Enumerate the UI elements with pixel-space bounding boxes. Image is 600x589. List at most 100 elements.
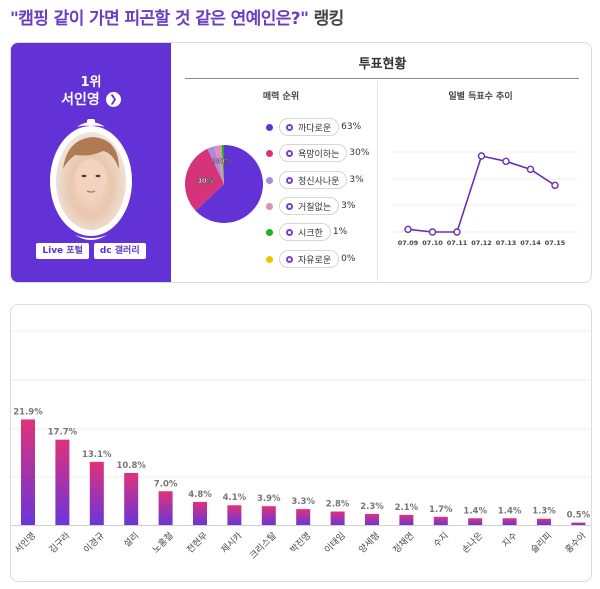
pie-slice[interactable] bbox=[221, 145, 224, 184]
charm-pie-chart: 30% 3 3 1% bbox=[185, 145, 263, 223]
x-axis-label: 07.10 bbox=[422, 239, 443, 247]
x-axis-label: 전현무 bbox=[185, 530, 210, 555]
winner-name-row[interactable]: 서인영 ❯ bbox=[11, 89, 171, 109]
legend-label: 거칠없는 bbox=[298, 202, 332, 213]
charm-ranking-title: 매력 순위 bbox=[262, 92, 300, 102]
daily-votes-line-chart: 07.09 07.10 07.11 07.12 07.13 07.14 07.15 bbox=[392, 151, 578, 247]
bar-value-label: 1.4% bbox=[463, 506, 487, 516]
bar[interactable] bbox=[468, 518, 483, 525]
x-axis-label: 이태임 bbox=[322, 530, 348, 556]
winner-rank: 1위 bbox=[80, 75, 102, 90]
x-axis-label: 슬리피 bbox=[529, 530, 554, 555]
winner-card: 1위 서인영 ❯ Live 포털 bbox=[11, 43, 171, 282]
line-data-point[interactable] bbox=[526, 165, 535, 174]
x-axis-label: 07.13 bbox=[496, 239, 517, 247]
bar[interactable] bbox=[433, 516, 448, 525]
legend-item[interactable]: 정신사나운 3% bbox=[266, 171, 364, 189]
legend-pill-button[interactable]: 자유로운 bbox=[279, 250, 340, 268]
x-axis-label: 손나은 bbox=[460, 530, 485, 555]
legend-item[interactable]: 거칠없는 3% bbox=[266, 197, 355, 215]
bar-value-label: 3.9% bbox=[257, 494, 281, 504]
bar[interactable] bbox=[124, 472, 139, 525]
x-axis-label: 노홍철 bbox=[150, 530, 176, 556]
legend-item[interactable]: 욕망이하는 30% bbox=[266, 144, 369, 162]
x-axis-label: 07.09 bbox=[398, 239, 419, 247]
line-data-point[interactable] bbox=[477, 152, 486, 160]
dc-gallery-button[interactable]: dc 갤러리 bbox=[93, 243, 146, 259]
bar[interactable] bbox=[296, 509, 311, 525]
bar-value-label: 7.0% bbox=[154, 479, 178, 489]
legend-item[interactable]: 자유로운 0% bbox=[266, 250, 355, 268]
bar[interactable] bbox=[55, 439, 70, 525]
legend-value: 3% bbox=[341, 201, 356, 211]
bar[interactable] bbox=[571, 522, 586, 525]
legend-color-dot bbox=[266, 255, 273, 263]
legend-label: 정신사나운 bbox=[298, 176, 340, 187]
ring-icon bbox=[286, 149, 293, 157]
bar[interactable] bbox=[193, 501, 207, 525]
page-title-question: "캠핑 같이 가면 피곤할 것 같은 연예인은?" bbox=[10, 9, 309, 29]
divider bbox=[377, 81, 378, 281]
x-axis-label: 박진영 bbox=[288, 530, 313, 555]
line-data-point[interactable] bbox=[453, 228, 461, 236]
line-data-point[interactable] bbox=[404, 225, 412, 234]
ranking-bar-chart: 21.9% 17.7% 13.1% 10.8% 7.0% 4.8% 4.1% 3.9% 3.3%… bbox=[11, 330, 591, 561]
x-axis-label: 제시카 bbox=[219, 530, 244, 555]
x-axis-label: 정채연 bbox=[391, 530, 416, 555]
bar-value-label: 2.8% bbox=[326, 500, 350, 510]
x-axis-label: 설리 bbox=[122, 530, 141, 549]
x-axis-label: 07.11 bbox=[447, 239, 468, 247]
line-data-point[interactable] bbox=[428, 228, 437, 236]
ring-icon bbox=[286, 228, 293, 236]
legend-pill-button[interactable]: 욕망이하는 bbox=[279, 144, 348, 162]
bar[interactable] bbox=[365, 513, 379, 525]
line-data-point[interactable] bbox=[502, 157, 510, 166]
x-axis-label: 서인영 bbox=[13, 530, 38, 555]
pie-slice[interactable] bbox=[185, 148, 224, 211]
pie-slice[interactable] bbox=[195, 145, 263, 223]
x-axis-label: 07.12 bbox=[471, 239, 492, 247]
x-axis-label: 07.15 bbox=[545, 239, 566, 247]
pie-slice[interactable] bbox=[214, 145, 224, 184]
pie-slice-label: 30% bbox=[197, 177, 214, 185]
legend-pill-button[interactable]: 거칠없는 bbox=[279, 197, 340, 215]
bar[interactable] bbox=[537, 518, 551, 525]
live-portal-button[interactable]: Live 포털 bbox=[36, 243, 89, 259]
winner-name[interactable]: 서인영 bbox=[61, 92, 100, 108]
legend-label: 까다로운 bbox=[298, 123, 332, 134]
line-data-point[interactable] bbox=[551, 181, 559, 190]
bar[interactable] bbox=[158, 491, 173, 525]
chevron-right-circle-icon[interactable]: ❯ bbox=[105, 91, 121, 107]
pie-slice[interactable] bbox=[207, 146, 224, 184]
bar[interactable] bbox=[227, 505, 242, 525]
legend-value: 0% bbox=[341, 254, 356, 264]
pie-slice-label: 3 bbox=[213, 158, 217, 165]
page-title: "캠핑 같이 가면 피곤할 것 같은 연예인은?" 랭킹 bbox=[10, 4, 344, 29]
vote-summary-panel: 1위 서인영 ❯ Live 포털 bbox=[10, 42, 592, 283]
bar[interactable] bbox=[21, 419, 35, 525]
legend-pill-button[interactable]: 정신사나운 bbox=[279, 171, 348, 189]
bar-value-label: 1.3% bbox=[532, 507, 556, 517]
legend-item[interactable]: 까다로운 63% bbox=[266, 118, 361, 136]
legend-label: 자유로운 bbox=[298, 255, 332, 266]
bar[interactable] bbox=[261, 506, 276, 525]
x-axis-label: 이경규 bbox=[81, 530, 107, 556]
legend-value: 1% bbox=[332, 227, 348, 237]
legend-item[interactable]: 시크한 1% bbox=[266, 223, 347, 241]
bar[interactable] bbox=[399, 514, 414, 525]
bar-value-label: 1.4% bbox=[498, 506, 522, 516]
bar-value-label: 1.7% bbox=[429, 505, 453, 515]
legend-pill-button[interactable]: 시크한 bbox=[279, 223, 331, 241]
legend-pill-button[interactable]: 까다로운 bbox=[279, 118, 340, 136]
x-axis-label: 지수 bbox=[500, 530, 519, 549]
ring-icon bbox=[286, 202, 293, 210]
legend-color-dot bbox=[266, 202, 273, 210]
bar-value-label: 10.8% bbox=[116, 461, 146, 471]
bar[interactable] bbox=[502, 518, 517, 525]
bar-value-label: 2.3% bbox=[360, 502, 384, 512]
bar-value-label: 0.5% bbox=[567, 511, 591, 521]
legend-label: 욕망이하는 bbox=[298, 149, 340, 160]
bar-value-label: 3.3% bbox=[291, 497, 315, 507]
bar[interactable] bbox=[89, 461, 104, 525]
bar[interactable] bbox=[330, 511, 345, 525]
